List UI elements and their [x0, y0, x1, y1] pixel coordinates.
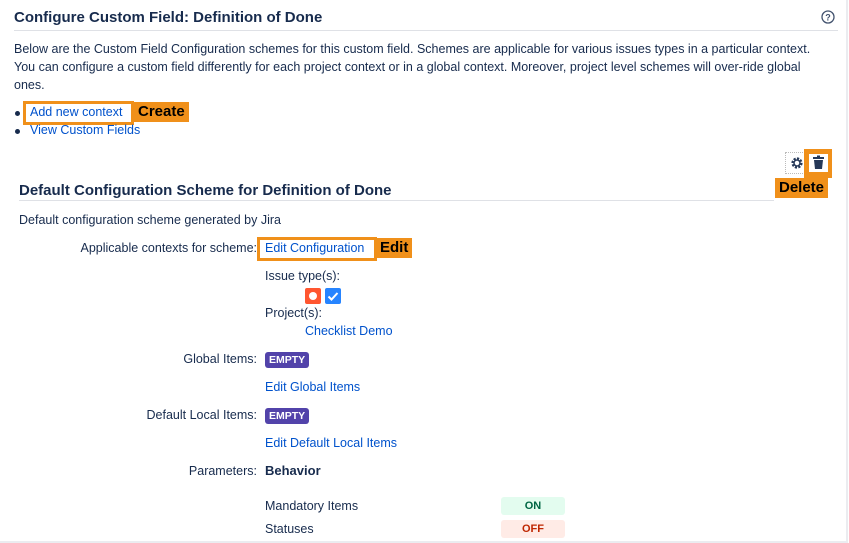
edit-configuration-link[interactable]: Edit Configuration [265, 241, 365, 255]
description-line: ones. [14, 78, 45, 92]
edit-callout: Edit [376, 238, 413, 258]
delete-callout: Delete [775, 178, 829, 198]
scheme-title: Default Configuration Scheme for Definit… [19, 182, 392, 199]
bug-icon [305, 288, 321, 304]
mandatory-items-status-badge: ON [501, 497, 565, 515]
parameter-name-statuses: Statuses [265, 522, 314, 536]
default-local-items-label: Default Local Items: [146, 408, 257, 422]
edit-default-local-items-link[interactable]: Edit Default Local Items [265, 436, 398, 450]
question-circle-icon[interactable]: ? [821, 10, 835, 27]
edit-highlight [257, 237, 377, 261]
default-local-items-status-badge: EMPTY [265, 408, 310, 424]
scheme-divider [19, 200, 774, 201]
create-highlight [23, 101, 134, 125]
page-description: Below are the Custom Field Configuration… [14, 40, 810, 94]
edit-global-items-link[interactable]: Edit Global Items [265, 380, 361, 394]
gear-icon[interactable] [785, 152, 805, 174]
title-divider [14, 30, 838, 31]
view-custom-fields-link[interactable]: View Custom Fields [30, 123, 141, 137]
svg-text:?: ? [825, 13, 831, 23]
page-title: Configure Custom Field: Definition of Do… [14, 9, 323, 26]
bullet [15, 111, 20, 116]
parameters-label: Parameters: [188, 464, 257, 478]
create-callout: Create [134, 102, 189, 122]
global-items-status-badge: EMPTY [265, 352, 310, 368]
issue-types-label: Issue type(s): [265, 269, 341, 283]
global-items-label: Global Items: [183, 352, 257, 366]
bullet [15, 129, 20, 134]
trash-icon[interactable] [809, 154, 828, 172]
behavior-heading: Behavior [265, 463, 321, 478]
task-icon [325, 288, 341, 304]
scheme-description: Default configuration scheme generated b… [19, 213, 281, 227]
parameter-name-mandatory-items: Mandatory Items [265, 499, 359, 513]
add-new-context-link[interactable]: Add new context [30, 105, 123, 119]
description-line: You can configure a custom field differe… [14, 60, 801, 74]
contexts-label: Applicable contexts for scheme: [80, 241, 257, 255]
project-link[interactable]: Checklist Demo [305, 324, 393, 338]
projects-label: Project(s): [265, 306, 322, 320]
description-line: Below are the Custom Field Configuration… [14, 42, 811, 56]
statuses-status-badge: OFF [501, 520, 565, 538]
